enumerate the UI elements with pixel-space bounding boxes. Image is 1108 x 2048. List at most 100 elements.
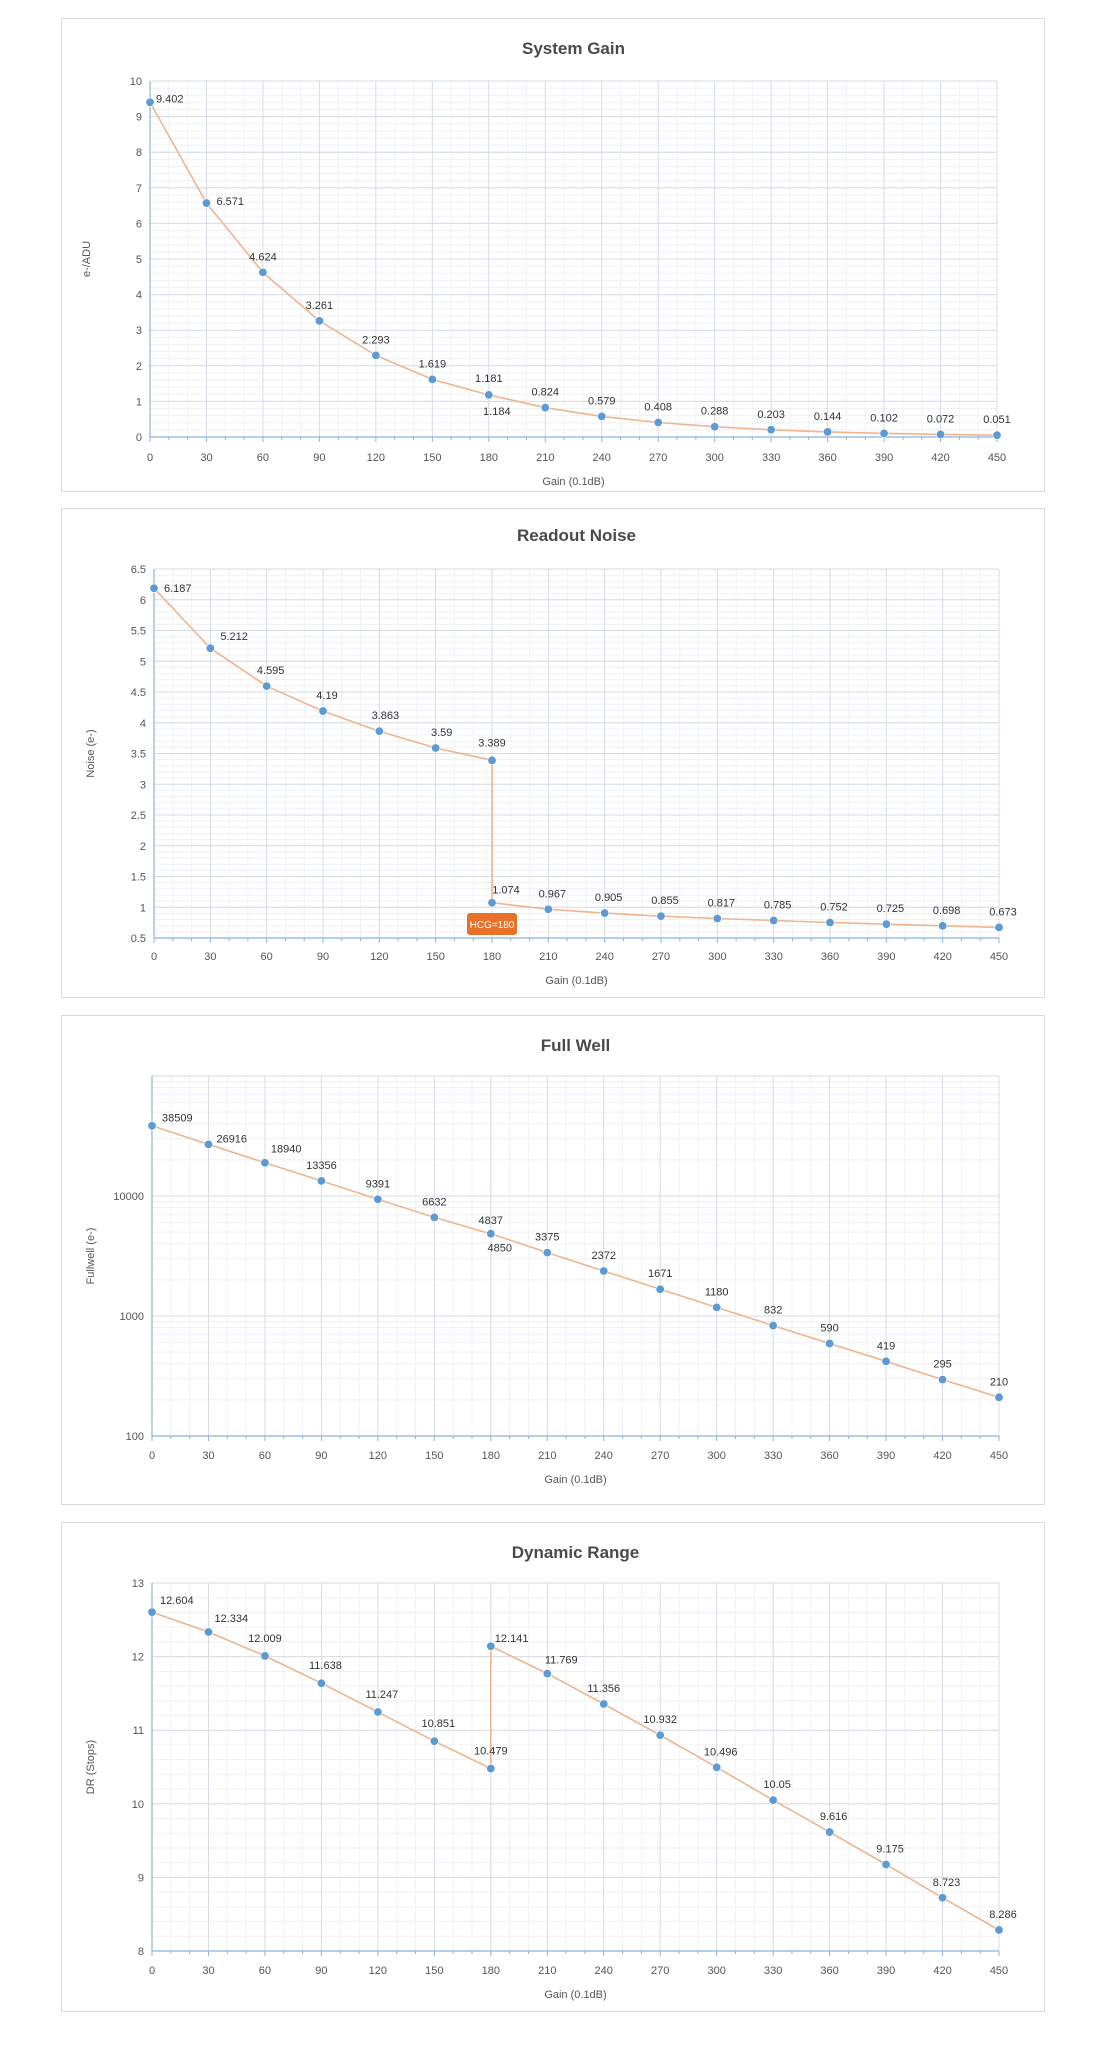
y-axis-title: Noise (e-) (85, 729, 97, 777)
x-axis-title: Gain (0.1dB) (542, 476, 604, 488)
data-label: 0.144 (814, 411, 842, 423)
y-axis-title: Fullwell (e-) (85, 1228, 97, 1285)
x-tick-label: 330 (764, 1450, 782, 1462)
x-tick-label: 270 (651, 1450, 669, 1462)
y-tick-label: 7 (136, 183, 142, 195)
data-label: 12.141 (495, 1633, 529, 1645)
data-label: 9.175 (876, 1844, 904, 1856)
data-point (599, 1266, 609, 1276)
data-point (543, 904, 553, 914)
data-point (486, 1764, 496, 1774)
x-tick-label: 60 (259, 1450, 271, 1462)
x-tick-label: 390 (877, 951, 895, 963)
data-point (655, 1284, 665, 1294)
x-tick-label: 300 (707, 1450, 725, 1462)
x-tick-label: 30 (204, 951, 216, 963)
x-tick-label: 330 (762, 452, 780, 464)
data-label: 0.673 (989, 906, 1017, 918)
x-tick-label: 210 (536, 452, 554, 464)
system-gain-chart-panel: System Gain 0 30 60 90 120 150 180 210 240 270 300 3… (61, 18, 1045, 492)
y-tick-label: 1.5 (131, 872, 146, 884)
data-point (712, 1302, 722, 1312)
y-tick-label: 10 (130, 76, 142, 88)
data-point (258, 267, 268, 277)
y-tick-label: 4 (136, 290, 142, 302)
x-axis-title: Gain (0.1dB) (544, 1474, 606, 1486)
data-point (994, 922, 1004, 932)
data-point (201, 198, 211, 208)
x-tick-label: 450 (990, 1965, 1008, 1977)
y-tick-label: 1000 (120, 1311, 144, 1323)
y-tick-label: 9 (136, 112, 142, 124)
x-tick-label: 360 (820, 1450, 838, 1462)
y-tick-label: 11 (133, 1725, 144, 1737)
data-label: 2.293 (362, 334, 390, 346)
readout-noise-chart-panel: Readout Noise 0 30 60 90 120 150 180 210 240 270 30… (61, 508, 1045, 998)
data-point (992, 430, 1002, 440)
hcg-annotation-label: HCG=180 (470, 920, 515, 931)
x-tick-label: 60 (257, 452, 269, 464)
x-tick-label: 450 (988, 452, 1006, 464)
data-point (825, 1338, 835, 1348)
data-label: 6.187 (164, 583, 192, 595)
x-tick-label: 360 (818, 452, 836, 464)
data-label: 0.203 (757, 409, 785, 421)
data-label: 295 (933, 1359, 951, 1371)
x-tick-label: 390 (877, 1965, 895, 1977)
data-label: 0.752 (820, 902, 848, 914)
data-point (994, 1392, 1004, 1402)
y-tick-label: 2 (136, 361, 142, 373)
chart-title: Full Well (541, 1036, 611, 1055)
data-point (486, 1229, 496, 1239)
data-label: 590 (820, 1322, 838, 1334)
data-point (881, 919, 891, 929)
y-tick-label: 13 (132, 1578, 144, 1590)
y-tick-label: 1 (140, 902, 146, 914)
data-label: 2372 (591, 1250, 615, 1262)
data-point (429, 1212, 439, 1222)
y-tick-label: 100 (126, 1431, 144, 1443)
data-point (203, 1627, 213, 1637)
x-tick-label: 420 (933, 951, 951, 963)
data-point (147, 1607, 157, 1617)
x-tick-label: 0 (149, 1965, 155, 1977)
x-tick-label: 240 (595, 1450, 613, 1462)
data-point (712, 914, 722, 924)
x-tick-label: 150 (425, 1450, 443, 1462)
data-point (316, 1678, 326, 1688)
y-tick-label: 3 (140, 779, 146, 791)
x-tick-label: 240 (595, 951, 613, 963)
x-tick-label: 240 (595, 1965, 613, 1977)
x-tick-label: 210 (539, 951, 557, 963)
data-label: 3.389 (478, 737, 506, 749)
data-label: 0.102 (870, 412, 898, 424)
full-well-chart-panel: Full Well 0 30 60 90 120 150 180 210 240 270 300 330… (61, 1015, 1045, 1505)
data-point (712, 1762, 722, 1772)
data-point (600, 908, 610, 918)
data-point (205, 643, 215, 653)
data-label: 0.725 (877, 903, 905, 915)
x-tick-label: 270 (652, 951, 670, 963)
data-label: 13356 (306, 1160, 337, 1172)
data-label: 11.356 (587, 1683, 620, 1695)
grid (151, 1582, 1000, 1952)
x-tick-label: 360 (820, 1965, 838, 1977)
x-tick-label: 210 (538, 1450, 556, 1462)
y-axis-title: DR (Stops) (85, 1740, 97, 1794)
data-label: 0.288 (701, 406, 729, 418)
x-tick-label: 180 (482, 1965, 500, 1977)
data-label: 10.05 (763, 1779, 791, 1791)
x-tick-label: 120 (369, 1965, 387, 1977)
data-label: 10.496 (704, 1746, 738, 1758)
data-label: 1671 (648, 1268, 672, 1280)
data-point (656, 911, 666, 921)
data-label: 12.009 (248, 1633, 282, 1645)
grid (151, 1075, 1000, 1437)
y-tick-label: 8 (136, 147, 142, 159)
y-tick-label: 4 (140, 718, 146, 730)
y-tick-label: 12 (132, 1652, 144, 1664)
data-point (766, 425, 776, 435)
data-point (262, 681, 272, 691)
data-point (936, 429, 946, 439)
x-tick-label: 120 (369, 1450, 387, 1462)
